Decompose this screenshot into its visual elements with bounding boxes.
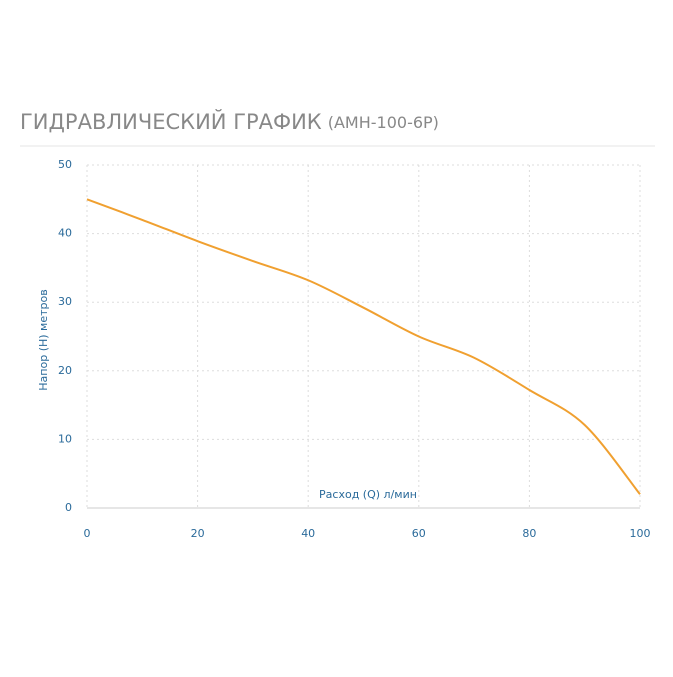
y-axis-label: Напор (Н) метров	[37, 289, 50, 390]
y-tick-label: 0	[65, 501, 72, 514]
x-tick-label: 80	[522, 527, 536, 540]
x-tick-label: 0	[84, 527, 91, 540]
x-tick-label: 100	[630, 527, 651, 540]
y-tick-label: 50	[58, 158, 72, 171]
y-tick-label: 30	[58, 295, 72, 308]
title: ГИДРАВЛИЧЕСКИЙ ГРАФИК	[20, 109, 322, 134]
y-tick-label: 20	[58, 364, 72, 377]
x-tick-label: 20	[191, 527, 205, 540]
x-tick-label: 40	[301, 527, 315, 540]
y-tick-label: 40	[58, 227, 72, 240]
chart-title: ГИДРАВЛИЧЕСКИЙ ГРАФИК (АМН-100-6Р)	[20, 109, 439, 134]
line	[86, 198, 641, 495]
subtitle: (АМН-100-6Р)	[328, 113, 439, 132]
y-tick-label: 10	[58, 432, 72, 445]
x-axis-label: Расход (Q) л/мин	[319, 488, 417, 501]
x-tick-label: 60	[412, 527, 426, 540]
